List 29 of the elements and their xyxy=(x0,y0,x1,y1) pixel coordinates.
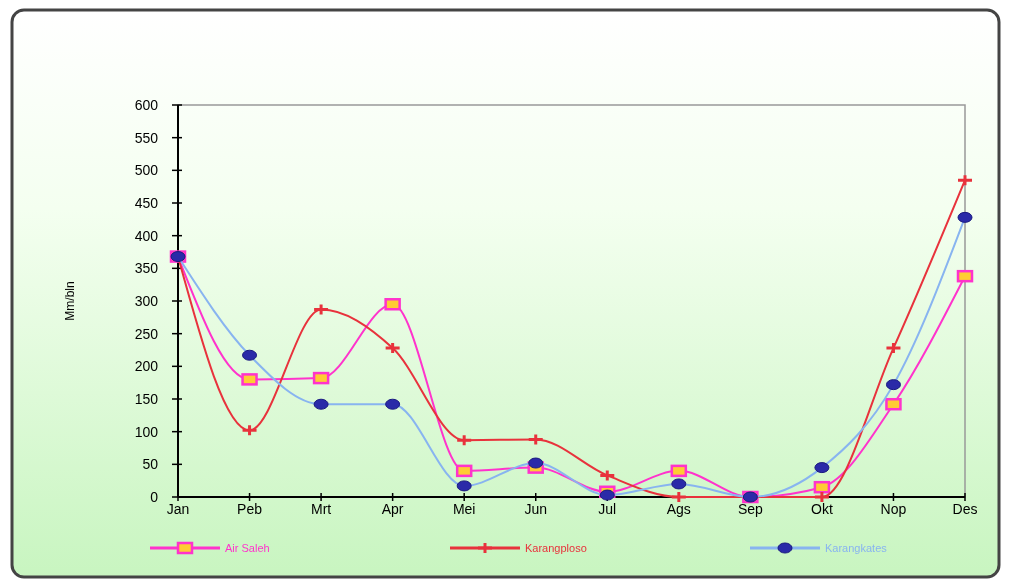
x-tick-label: Nop xyxy=(880,501,907,517)
y-tick-label: 600 xyxy=(134,96,159,113)
x-tick-label: Mei xyxy=(452,501,476,517)
x-tick-label: Jan xyxy=(166,501,190,517)
y-tick-label: 100 xyxy=(134,423,159,440)
x-tick-label: Sep xyxy=(737,501,764,517)
y-tick-label: 450 xyxy=(134,194,159,211)
text: Karangkates xyxy=(825,541,888,554)
x-tick-label: Ags xyxy=(666,501,691,517)
x-tick-label: Mrt xyxy=(310,501,332,517)
x-tick-label: Okt xyxy=(811,501,833,517)
y-tick-label: 500 xyxy=(134,162,159,179)
y-tick-label: 50 xyxy=(142,456,159,473)
x-tick-label: Peb xyxy=(237,501,263,517)
y-tick-label: 150 xyxy=(134,390,159,407)
x-tick-label: Jul xyxy=(598,501,617,517)
y-tick-label: 400 xyxy=(134,227,159,244)
x-tick-label: Des xyxy=(952,501,978,517)
y-tick-label: 250 xyxy=(134,325,159,342)
text: Karangploso xyxy=(525,541,587,554)
y-tick-label: 0 xyxy=(150,488,159,505)
y-tick-label: 300 xyxy=(134,292,159,309)
x-tick-label: Apr xyxy=(381,501,404,517)
x-tick-label: Jun xyxy=(524,501,548,517)
y-tick-label: 550 xyxy=(134,129,159,146)
text: Air Saleh xyxy=(225,541,270,554)
y-tick-label: 200 xyxy=(134,358,159,375)
y-axis-title: Mm/bln xyxy=(63,281,77,321)
y-tick-label: 350 xyxy=(134,260,159,277)
